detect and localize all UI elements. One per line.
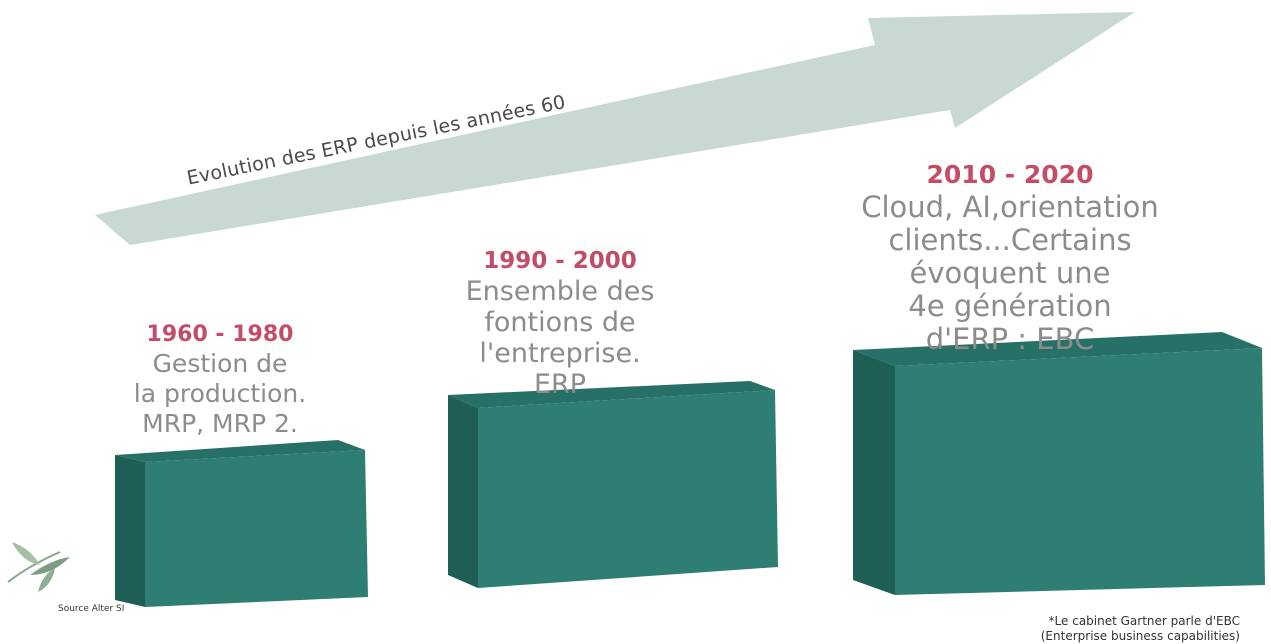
bar-3-side xyxy=(853,350,895,595)
bar-2010-2020 xyxy=(853,332,1265,595)
bar-1960-1980 xyxy=(115,440,368,607)
bar-3-top xyxy=(853,332,1262,366)
era-1990-2000: 1990 - 2000 Ensemble des fontions de l'e… xyxy=(395,248,725,400)
bar-3-front xyxy=(895,348,1265,595)
bar-1-front xyxy=(145,450,368,607)
era-years: 2010 - 2020 xyxy=(926,160,1094,189)
footnote: *Le cabinet Gartner parle d'EBC (Enterpr… xyxy=(1040,614,1240,643)
bar-2-front xyxy=(478,390,778,588)
bar-1-top xyxy=(115,440,365,462)
bar-1990-2000 xyxy=(448,381,778,588)
era-years: 1960 - 1980 xyxy=(146,322,294,347)
era-years: 1990 - 2000 xyxy=(483,248,637,274)
era-description: Cloud, AI,orientation clients...Certains… xyxy=(861,190,1159,356)
era-description: Ensemble des fontions de l'entreprise. E… xyxy=(465,276,655,400)
era-2010-2020: 2010 - 2020 Cloud, AI,orientation client… xyxy=(790,160,1230,356)
bar-2-side xyxy=(448,395,478,588)
bar-2-top xyxy=(448,381,775,408)
bar-1-side xyxy=(115,455,145,607)
era-1960-1980: 1960 - 1980 Gestion de la production. MR… xyxy=(70,322,370,439)
source-note: Source Alter SI xyxy=(58,604,125,614)
evolution-arrow xyxy=(95,12,1135,245)
era-description: Gestion de la production. MRP, MRP 2. xyxy=(133,349,307,438)
leaf-icon xyxy=(7,542,70,592)
